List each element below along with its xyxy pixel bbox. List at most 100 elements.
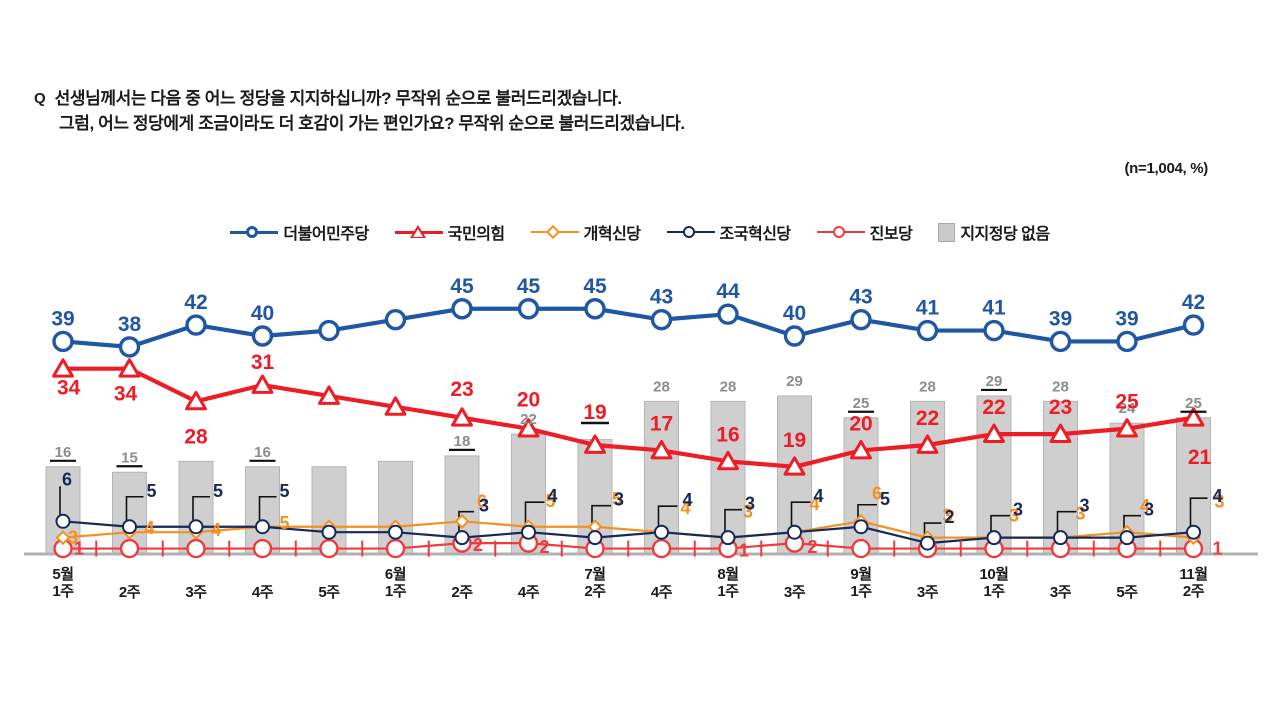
rebuilding-korea-party-marker bbox=[454, 530, 470, 546]
x-axis-tick-label: 3주 bbox=[893, 584, 963, 601]
label-leader-line bbox=[1189, 497, 1208, 530]
rebuilding-korea-party-value-label: 5 bbox=[213, 481, 223, 501]
legend-label-democratic: 더불어민주당 bbox=[283, 226, 369, 243]
progressive-party-value-label: 2 bbox=[807, 537, 817, 557]
ppp-value-label: 34 bbox=[114, 383, 138, 406]
ppp-marker bbox=[318, 385, 340, 405]
x-axis-tick-label: 8월 1주 bbox=[693, 566, 763, 600]
reform-party-marker bbox=[454, 513, 470, 529]
party-support-trend-chart: 16 15 16 18 22 28 28 29 25 28 29 28 24 25 39 38 42 40 45 45… bbox=[0, 258, 1280, 568]
democratic-party-marker bbox=[650, 308, 673, 331]
rebuilding-korea-party-marker bbox=[1186, 524, 1201, 540]
ppp-value-label: 22 bbox=[916, 407, 939, 430]
x-axis-month: 8월 bbox=[717, 566, 739, 583]
no-party-bar bbox=[710, 400, 746, 555]
circle-marker-icon bbox=[666, 224, 715, 240]
x-axis-tick-label: 5주 bbox=[294, 584, 364, 601]
democratic-party-value-label: 41 bbox=[916, 297, 940, 320]
ppp-marker bbox=[251, 374, 274, 394]
democratic-party-value-label: 39 bbox=[1115, 307, 1138, 330]
democratic-party-marker bbox=[251, 325, 274, 347]
legend-item-none: 지지정당 없음 bbox=[938, 220, 1050, 244]
progressive-party-marker bbox=[851, 538, 871, 559]
rebuilding-korea-party-marker bbox=[986, 530, 1002, 546]
ppp-value-label: 21 bbox=[1188, 446, 1212, 469]
no-party-value-label: 25 bbox=[1185, 395, 1202, 412]
reform-party-value-label: 4 bbox=[211, 520, 221, 540]
reform-party-value-label: 3 bbox=[1214, 492, 1224, 512]
no-party-value-label: 22 bbox=[520, 411, 537, 428]
x-axis-tick-label: 2주 bbox=[95, 584, 165, 601]
democratic-party-marker bbox=[916, 319, 939, 342]
label-leader-line bbox=[724, 508, 742, 535]
democratic-party-marker bbox=[1049, 330, 1072, 353]
no-party-value-label: 24 bbox=[1119, 400, 1136, 417]
rebuilding-korea-party-marker bbox=[321, 524, 337, 540]
democratic-party-value-label: 39 bbox=[51, 307, 74, 330]
democratic-party-line bbox=[60, 306, 1196, 350]
progressive-party-value-label: 2 bbox=[539, 537, 549, 557]
legend-label-rebuilding: 조국혁신당 bbox=[719, 226, 792, 243]
x-axis-week: 2주 bbox=[451, 584, 473, 601]
ppp-marker bbox=[185, 390, 207, 411]
reform-party-value-label: 3 bbox=[942, 506, 952, 526]
x-axis-week: 3주 bbox=[185, 584, 207, 601]
progressive-party-value-label: 1 bbox=[74, 539, 84, 559]
label-leader-line bbox=[524, 501, 545, 530]
rebuilding-korea-party-value-label: 4 bbox=[1212, 486, 1222, 506]
democratic-party-marker bbox=[52, 330, 74, 353]
rebuilding-korea-party-marker bbox=[55, 513, 71, 529]
ppp-marker bbox=[1116, 418, 1138, 438]
x-axis-tick-label: 3주 bbox=[161, 584, 231, 601]
label-leader-line bbox=[1056, 510, 1077, 535]
no-party-value-label: 28 bbox=[919, 378, 936, 395]
question-marker: Q bbox=[34, 90, 46, 107]
ppp-marker bbox=[1182, 407, 1205, 427]
ppp-value-label: 20 bbox=[517, 389, 540, 412]
ppp-value-label: 31 bbox=[251, 351, 275, 374]
reform-party-value-label: 4 bbox=[680, 498, 690, 518]
x-axis-week: 5주 bbox=[1116, 584, 1138, 601]
x-axis-week: 4주 bbox=[650, 584, 673, 601]
x-axis-tick-label: 7월 2주 bbox=[560, 566, 630, 600]
x-axis-labels: 5월 1주 2주 3주 4주 5주 6월 1주 2주 4주 7월 2주 4주 8월 1주 3주 9월 1주 3주 10… bbox=[0, 566, 1280, 626]
x-axis-week: 1주 bbox=[384, 583, 407, 600]
ppp-value-label: 17 bbox=[650, 412, 673, 435]
rebuilding-korea-party-marker bbox=[122, 519, 137, 535]
rebuilding-korea-party-value-label: 5 bbox=[279, 481, 289, 501]
progressive-party-marker bbox=[651, 538, 672, 559]
rebuilding-korea-party-marker bbox=[188, 519, 204, 535]
democratic-party-value-label: 39 bbox=[1049, 307, 1072, 330]
x-axis-tick-label: 2주 bbox=[427, 584, 497, 601]
x-axis-week: 3주 bbox=[1049, 584, 1072, 601]
democratic-party-value-label: 40 bbox=[783, 302, 806, 325]
label-leader-line bbox=[790, 501, 811, 530]
rebuilding-korea-party-value-label: 3 bbox=[479, 496, 489, 516]
democratic-party-value-label: 40 bbox=[251, 302, 274, 325]
no-party-value-label: 28 bbox=[720, 378, 737, 395]
x-axis-month: 10월 bbox=[979, 566, 1010, 583]
legend-label-progressive: 진보당 bbox=[869, 226, 913, 243]
x-axis-tick-label: 4주 bbox=[494, 584, 564, 601]
label-leader-line bbox=[59, 486, 61, 519]
reform-party-value-label: 5 bbox=[279, 513, 289, 533]
ppp-value-label: 23 bbox=[450, 378, 473, 401]
rebuilding-korea-party-marker bbox=[787, 524, 802, 540]
rebuilding-korea-party-value-label: 3 bbox=[745, 494, 755, 514]
rebuilding-korea-party-value-label: 6 bbox=[62, 469, 72, 489]
x-axis-week: 5주 bbox=[318, 584, 340, 601]
ppp-marker bbox=[983, 423, 1005, 443]
x-axis-week: 4주 bbox=[517, 584, 540, 601]
no-party-value-label: 29 bbox=[986, 373, 1003, 390]
rebuilding-korea-party-marker bbox=[920, 535, 935, 551]
rebuilding-korea-party-value-label: 3 bbox=[1079, 496, 1089, 516]
label-leader-line bbox=[458, 510, 474, 535]
ppp-value-label: 34 bbox=[57, 377, 81, 400]
x-axis-tick-label: 11월 2주 bbox=[1159, 566, 1229, 600]
democratic-party-marker bbox=[1182, 314, 1205, 336]
x-axis-month: 6월 bbox=[384, 566, 407, 583]
rebuilding-korea-party-marker bbox=[521, 524, 536, 540]
x-axis-tick-label: 3주 bbox=[1026, 584, 1096, 601]
democratic-party-marker bbox=[850, 308, 872, 331]
reform-party-value-label: 5 bbox=[612, 489, 622, 509]
